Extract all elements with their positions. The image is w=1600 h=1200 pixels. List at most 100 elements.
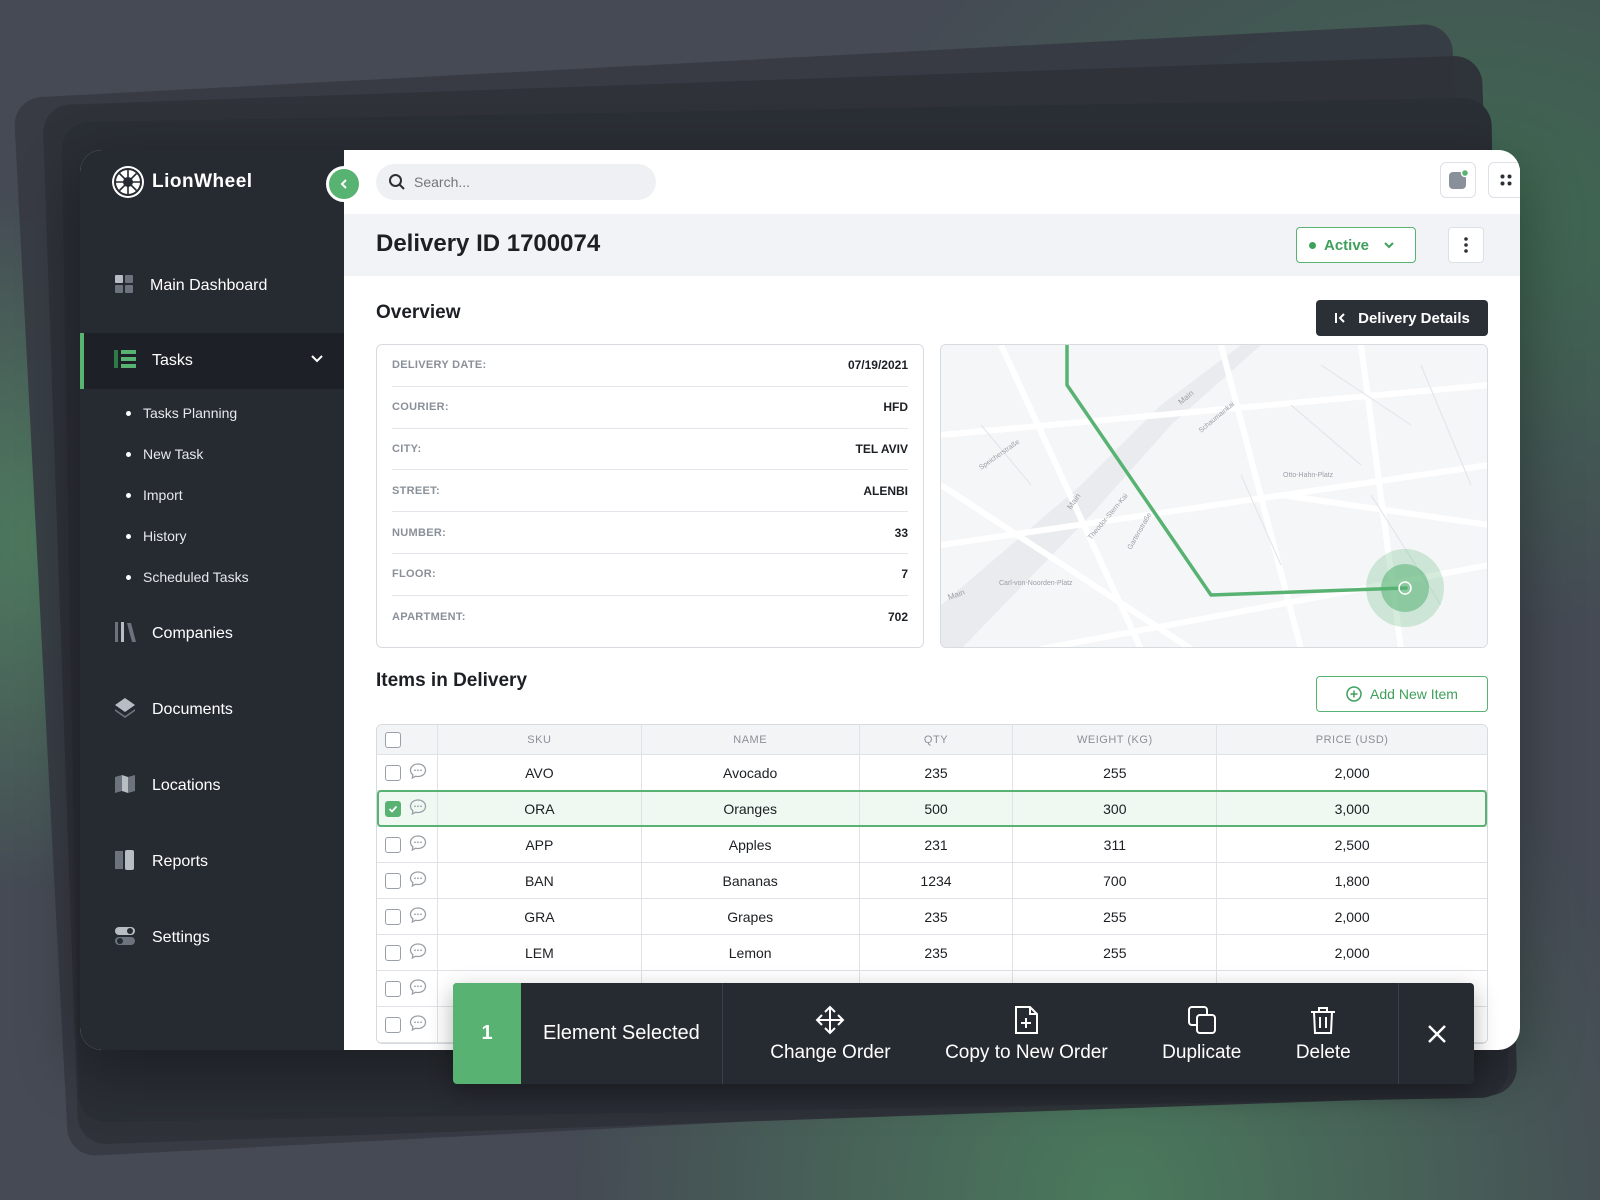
sidebar-item-label: Main Dashboard — [150, 277, 268, 294]
name-cell: Avocado — [642, 755, 860, 790]
sidebar-item-documents[interactable]: Documents — [80, 682, 344, 738]
name-cell: Grapes — [642, 899, 860, 934]
comment-icon[interactable] — [409, 834, 427, 855]
sku-cell: ORA — [438, 791, 642, 826]
sidebar-subitem-history[interactable]: History — [126, 528, 187, 544]
column-header[interactable]: SKU — [438, 725, 642, 754]
bullet-icon — [126, 533, 131, 539]
row-checkbox[interactable] — [385, 980, 401, 997]
status-dropdown[interactable]: Active — [1296, 227, 1416, 263]
header-select-cell — [377, 725, 438, 754]
overview-title: Overview — [376, 302, 461, 323]
notifications-button[interactable] — [1440, 162, 1476, 198]
column-header[interactable]: PRICE (USD) — [1315, 733, 1389, 746]
sidebar-subitem-import[interactable]: Import — [126, 487, 183, 503]
info-row: NUMBER: 33 — [392, 512, 908, 554]
bullet-icon — [126, 492, 131, 498]
duplicate-button[interactable]: Duplicate — [1162, 1004, 1241, 1064]
sidebar-item-main-dashboard[interactable]: Main Dashboard — [80, 258, 344, 314]
row-select-cell — [377, 863, 438, 898]
info-row: DELIVERY DATE: 07/19/2021 — [392, 345, 908, 387]
column-header[interactable]: WEIGHT (KG) — [1013, 725, 1218, 754]
sidebar-item-label: Tasks — [152, 352, 193, 369]
row-checkbox[interactable] — [385, 944, 401, 961]
bullet-icon — [126, 451, 131, 457]
map-canvas: Main Main Main Schaumainkai Otto-Hahn-Pl… — [941, 345, 1487, 647]
table-row[interactable]: GRA Grapes 235 255 2,000 — [377, 899, 1487, 935]
delete-button[interactable]: Delete — [1296, 1004, 1351, 1064]
comment-icon[interactable] — [409, 1014, 427, 1035]
comment-icon[interactable] — [409, 870, 427, 891]
search-box[interactable] — [376, 164, 656, 200]
chevron-down-icon[interactable] — [310, 351, 324, 370]
sidebar-subitem-scheduled-tasks[interactable]: Scheduled Tasks — [126, 569, 249, 585]
change-order-button[interactable]: Change Order — [770, 1004, 891, 1064]
info-label: FLOOR: — [392, 568, 436, 581]
comment-icon[interactable] — [409, 762, 427, 783]
row-checkbox[interactable] — [385, 764, 401, 781]
close-icon — [1427, 1024, 1446, 1043]
name-cell: Apples — [642, 827, 860, 862]
route-map[interactable]: Main Main Main Schaumainkai Otto-Hahn-Pl… — [940, 344, 1488, 648]
search-icon — [389, 174, 405, 190]
delivery-details-button[interactable]: Delivery Details — [1316, 300, 1488, 336]
row-checkbox[interactable] — [385, 1016, 401, 1033]
action-label: Duplicate — [1162, 1041, 1242, 1063]
close-action-bar-button[interactable] — [1398, 983, 1474, 1084]
sidebar-item-locations[interactable]: Locations — [80, 758, 344, 814]
sidebar-item-reports[interactable]: Reports — [80, 834, 344, 890]
info-value: 33 — [894, 525, 908, 540]
comment-icon[interactable] — [409, 942, 427, 963]
logo[interactable]: LionWheel — [112, 166, 253, 198]
sidebar-subitem-new-task[interactable]: New Task — [126, 446, 203, 462]
table-row[interactable]: AVO Avocado 235 255 2,000 — [377, 755, 1487, 791]
qty-cell: 235 — [860, 899, 1014, 934]
weight-cell: 255 — [1013, 899, 1218, 934]
sidebar-subitem-tasks-planning[interactable]: Tasks Planning — [126, 405, 237, 421]
weight-cell: 311 — [1013, 827, 1218, 862]
top-bar — [344, 150, 1520, 214]
items-title: Items in Delivery — [376, 670, 528, 691]
weight-cell: 255 — [1013, 935, 1218, 970]
sidebar-item-settings[interactable]: Settings — [80, 910, 344, 966]
row-select-cell — [377, 791, 438, 826]
sidebar-collapse-button[interactable] — [326, 166, 362, 202]
duplicate-icon — [1187, 1005, 1216, 1034]
row-checkbox[interactable] — [385, 836, 401, 853]
row-checkbox[interactable] — [385, 872, 401, 889]
copy-to-new-order-button[interactable]: Copy to New Order — [945, 1004, 1108, 1064]
weight-cell: 700 — [1013, 863, 1218, 898]
column-header[interactable]: QTY — [860, 725, 1014, 754]
app-name: LionWheel — [152, 171, 253, 192]
info-label: APARTMENT: — [392, 610, 466, 623]
sku-cell: APP — [438, 827, 642, 862]
grid-icon — [1500, 174, 1512, 186]
table-row[interactable]: APP Apples 231 311 2,500 — [377, 827, 1487, 863]
map-label: Carl-von-Noorden-Platz — [999, 580, 1073, 587]
table-row[interactable]: BAN Bananas 1234 700 1,800 — [377, 863, 1487, 899]
search-input[interactable] — [414, 174, 634, 190]
tasks-icon — [114, 349, 136, 374]
more-options-button[interactable] — [1448, 227, 1484, 263]
check-icon — [388, 805, 398, 813]
sidebar-item-tasks[interactable]: Tasks — [80, 333, 344, 389]
comment-icon[interactable] — [409, 978, 427, 999]
column-header[interactable]: NAME — [642, 725, 860, 754]
table-row[interactable]: LEM Lemon 235 255 2,000 — [377, 935, 1487, 971]
row-checkbox[interactable] — [385, 800, 401, 817]
info-value: 7 — [901, 567, 908, 582]
comment-icon[interactable] — [409, 906, 427, 927]
table-row[interactable]: ORA Oranges 500 300 3,000 — [377, 790, 1487, 827]
status-label: Active — [1324, 236, 1370, 254]
add-new-item-button[interactable]: Add New Item — [1316, 676, 1488, 712]
bullet-icon — [126, 574, 131, 580]
row-checkbox[interactable] — [385, 908, 401, 925]
info-row: CITY: TEL AVIV — [392, 429, 908, 471]
price-cell: 1,800 — [1334, 872, 1370, 889]
sidebar-item-companies[interactable]: Companies — [80, 606, 344, 662]
action-label: Copy to New Order — [945, 1041, 1108, 1063]
select-all-checkbox[interactable] — [385, 731, 401, 748]
info-label: CITY: — [392, 442, 422, 455]
user-menu-button[interactable] — [1488, 162, 1520, 198]
comment-icon[interactable] — [409, 798, 427, 819]
